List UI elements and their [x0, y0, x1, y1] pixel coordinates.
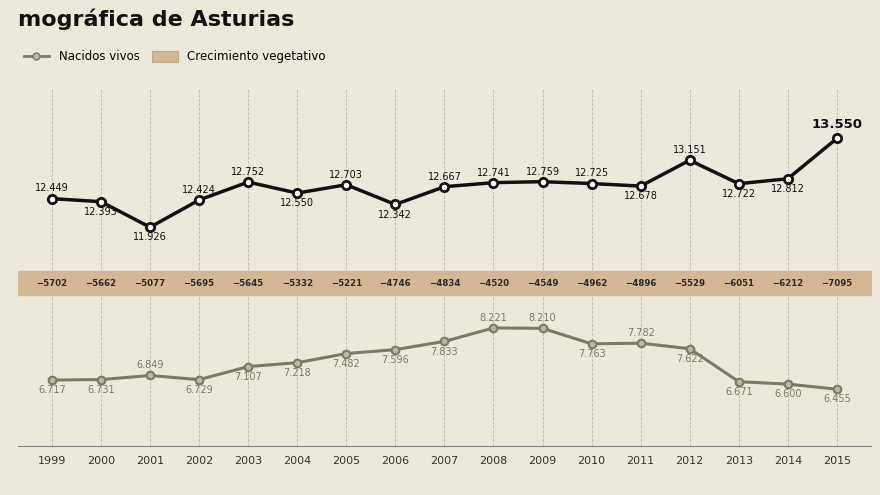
Text: 12.393: 12.393 — [84, 207, 118, 217]
Text: 7.833: 7.833 — [430, 346, 458, 356]
Text: 11.926: 11.926 — [133, 232, 167, 243]
Text: 6.455: 6.455 — [823, 395, 851, 404]
Text: −5645: −5645 — [232, 279, 264, 288]
Legend: Nacidos vivos, Crecimiento vegetativo: Nacidos vivos, Crecimiento vegetativo — [24, 50, 326, 63]
Text: 12.678: 12.678 — [624, 191, 657, 201]
Text: −4746: −4746 — [379, 279, 411, 288]
Text: 7.218: 7.218 — [283, 368, 312, 378]
Text: −6051: −6051 — [723, 279, 754, 288]
Text: 12.725: 12.725 — [575, 168, 609, 178]
Text: 7.763: 7.763 — [577, 349, 605, 359]
Text: −5077: −5077 — [135, 279, 165, 288]
Text: 7.107: 7.107 — [234, 372, 262, 382]
Text: −4834: −4834 — [429, 279, 460, 288]
Text: −4520: −4520 — [478, 279, 509, 288]
Text: 12.759: 12.759 — [525, 166, 560, 177]
Text: −7095: −7095 — [821, 279, 853, 288]
Text: 12.342: 12.342 — [378, 209, 413, 220]
Text: 12.703: 12.703 — [329, 170, 363, 180]
Text: −5702: −5702 — [36, 279, 68, 288]
Text: 7.596: 7.596 — [381, 355, 409, 365]
Text: 6.600: 6.600 — [774, 389, 802, 399]
Text: 13.151: 13.151 — [673, 145, 707, 155]
Text: −5221: −5221 — [331, 279, 362, 288]
Text: 12.449: 12.449 — [35, 184, 69, 194]
Text: 12.424: 12.424 — [182, 185, 216, 195]
Text: 7.482: 7.482 — [333, 359, 360, 369]
Text: −5695: −5695 — [184, 279, 215, 288]
Text: 12.550: 12.550 — [280, 198, 314, 208]
Text: 6.731: 6.731 — [87, 385, 114, 395]
Text: 6.849: 6.849 — [136, 360, 164, 370]
Text: −5662: −5662 — [85, 279, 116, 288]
Text: −6212: −6212 — [772, 279, 803, 288]
Text: 12.752: 12.752 — [231, 167, 265, 177]
Text: 12.812: 12.812 — [771, 184, 804, 194]
Text: 12.722: 12.722 — [722, 189, 756, 199]
Text: 12.667: 12.667 — [428, 172, 461, 182]
Text: 13.550: 13.550 — [811, 118, 862, 131]
Text: 6.717: 6.717 — [38, 385, 66, 395]
Text: 8.221: 8.221 — [480, 313, 508, 323]
Text: 7.782: 7.782 — [627, 328, 655, 338]
Text: mográfica de Asturias: mográfica de Asturias — [18, 8, 294, 30]
Text: −5529: −5529 — [674, 279, 705, 288]
Text: −5332: −5332 — [282, 279, 312, 288]
Text: 6.729: 6.729 — [185, 385, 213, 395]
Text: 6.671: 6.671 — [725, 387, 752, 397]
Text: −4549: −4549 — [527, 279, 558, 288]
Text: 7.622: 7.622 — [676, 354, 704, 364]
Text: 12.741: 12.741 — [476, 167, 510, 178]
Text: −4962: −4962 — [576, 279, 607, 288]
Text: 8.210: 8.210 — [529, 313, 556, 323]
Text: −4896: −4896 — [625, 279, 656, 288]
